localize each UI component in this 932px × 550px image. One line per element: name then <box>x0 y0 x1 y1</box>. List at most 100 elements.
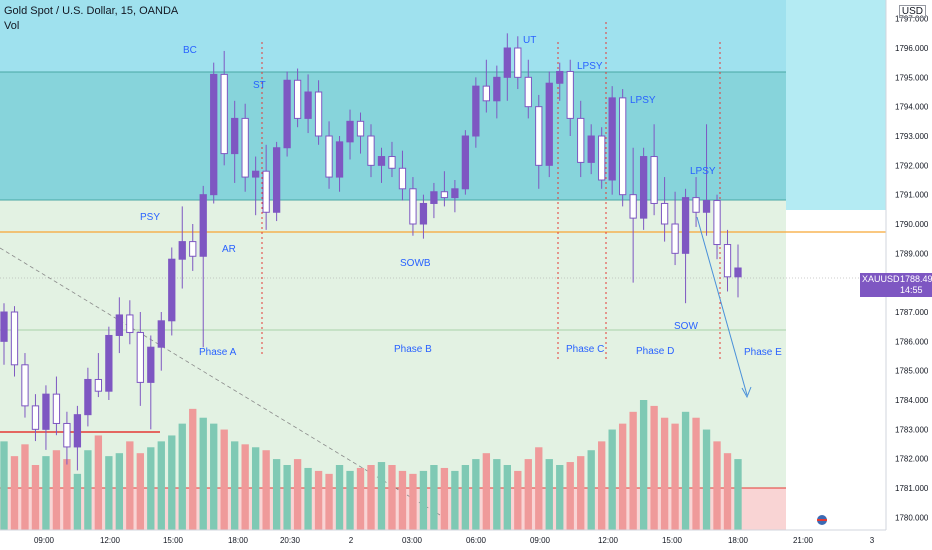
volume-bar <box>639 400 648 530</box>
volume-bar <box>723 453 732 530</box>
price-tick-label: 1792.000 <box>895 161 929 170</box>
candle-body <box>451 188 459 199</box>
chart-title: Gold Spot / U.S. Dollar, 15, OANDA <box>4 5 179 17</box>
volume-bar <box>126 441 134 530</box>
volume-bar <box>356 467 365 530</box>
candle-body <box>660 202 669 225</box>
candle-body <box>461 135 470 190</box>
volume-bar <box>493 459 501 530</box>
label-phase-e: Phase E <box>744 347 782 358</box>
candle-body <box>713 200 721 246</box>
candle-body <box>262 170 270 213</box>
price-tick-label: 1797.000 <box>895 15 929 24</box>
volume-bar <box>63 459 71 530</box>
volume-bar <box>440 467 449 530</box>
label-phase-c: Phase C <box>566 344 604 355</box>
candle-body <box>398 167 407 190</box>
time-tick-label: 18:00 <box>228 536 249 545</box>
candle-body <box>157 320 165 348</box>
candle-body <box>702 200 711 213</box>
volume-bar <box>346 470 354 530</box>
candle-body <box>293 79 302 119</box>
volume-bar <box>136 453 144 530</box>
candle-body <box>587 135 595 163</box>
volume-bar <box>629 411 637 530</box>
flag-icon-stripe <box>817 519 827 521</box>
candle-body <box>692 197 700 213</box>
candle-body <box>514 47 522 78</box>
currency-badge[interactable]: USD <box>898 5 926 18</box>
price-tick-label: 1796.000 <box>895 44 929 53</box>
phase-e-arrow-line <box>696 216 748 396</box>
candle-body <box>84 378 92 416</box>
volume-bar <box>451 470 459 530</box>
volume-bar <box>147 447 155 530</box>
time-axis-background[interactable] <box>0 530 886 550</box>
candle-body <box>199 194 207 257</box>
price-tick-label: 1793.000 <box>895 132 929 141</box>
candle-body <box>105 334 113 392</box>
price-tick-label: 1787.000 <box>895 308 929 317</box>
volume-bar <box>671 423 679 530</box>
volume-bar <box>650 405 658 530</box>
candle-body <box>503 47 511 78</box>
time-tick-label: 09:00 <box>530 536 551 545</box>
volume-bar <box>251 447 260 530</box>
volume-bar <box>713 441 721 530</box>
volume-bar <box>419 470 428 530</box>
volume-bar <box>430 465 438 530</box>
candle-body <box>189 241 197 257</box>
candle-body <box>252 170 260 178</box>
volume-bar <box>681 411 690 530</box>
candle-body <box>472 85 480 137</box>
volume-bar <box>84 450 92 530</box>
price-tick-label: 1789.000 <box>895 249 929 258</box>
candle-body <box>566 70 574 119</box>
candle-body <box>639 156 648 219</box>
time-tick-label: 12:00 <box>100 536 121 545</box>
label-st: ST <box>253 80 266 91</box>
label-ut: UT <box>523 35 536 46</box>
candle-body <box>545 82 553 166</box>
candle-body <box>723 244 732 278</box>
label-sow: SOW <box>674 321 698 332</box>
candle-body <box>42 393 50 430</box>
volume-bar <box>692 417 700 530</box>
label-psy: PSY <box>140 212 160 223</box>
candle-body <box>493 76 501 102</box>
range-zone <box>0 72 786 200</box>
time-tick-label: 09:00 <box>34 536 55 545</box>
volume-bar <box>304 467 312 530</box>
candle-body <box>598 135 606 181</box>
time-tick-label: 20:30 <box>280 536 301 545</box>
candle-body <box>325 135 333 178</box>
candle-body <box>650 156 658 204</box>
volume-bar <box>178 423 186 530</box>
volume-bar <box>73 473 82 530</box>
time-tick-label: 06:00 <box>466 536 487 545</box>
volume-bar <box>577 456 585 530</box>
candle-body <box>440 191 449 199</box>
volume-bar <box>31 465 40 530</box>
candle-body <box>21 364 29 407</box>
volume-bar <box>157 441 165 530</box>
volume-bar <box>42 456 50 530</box>
candle-body <box>126 314 134 334</box>
candle-body <box>482 85 490 102</box>
price-tick-label: 1784.000 <box>895 396 929 405</box>
label-phase-d: Phase D <box>636 346 674 357</box>
volume-bar <box>115 453 124 530</box>
volume-bar <box>168 435 176 530</box>
flag-icon[interactable] <box>817 515 827 525</box>
volume-bar <box>335 465 344 530</box>
price-tick-label: 1783.000 <box>895 425 929 434</box>
volume-bar <box>262 450 270 530</box>
volume-bar <box>472 459 480 530</box>
wyckoff-labels: PSY BC AR ST SOWB UT LPSY LPSY LPSY SOW <box>140 35 716 332</box>
volume-indicator-label: Vol <box>4 20 20 32</box>
price-tag-symbol: XAUUSD <box>862 274 900 284</box>
volume-bar <box>94 435 103 530</box>
candle-body <box>556 70 564 84</box>
volume-bar <box>503 465 511 530</box>
